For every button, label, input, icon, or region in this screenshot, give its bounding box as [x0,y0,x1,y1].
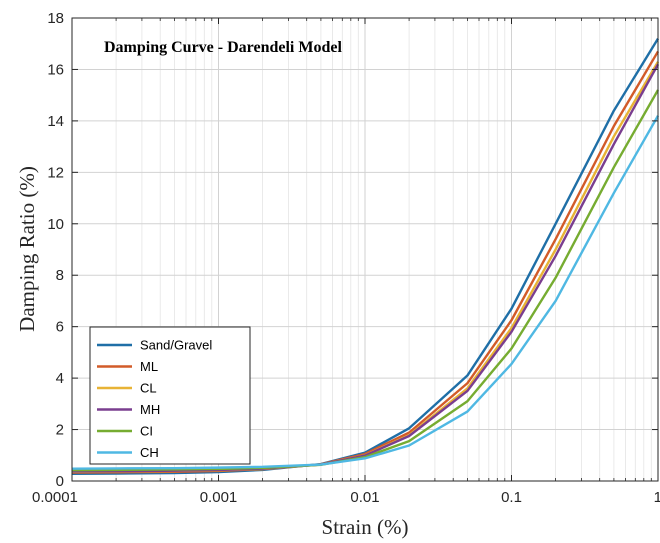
minor-gridlines [115,18,652,481]
y-tick-label: 6 [56,319,64,336]
y-tick-label: 12 [47,164,64,181]
x-tick-label: 0.1 [501,489,522,506]
legend: Sand/Gravel ML CL MH CI CH [89,326,251,465]
chart-title: Damping Curve - Darendeli Model [104,39,342,56]
y-tick-label: 18 [47,10,64,27]
x-tick-label: 0.0001 [32,489,78,506]
legend-label: CL [140,381,157,396]
legend-label: CH [140,445,159,460]
x-tick-labels: 0.0001 0.001 0.01 0.1 1 [32,489,660,506]
x-tick-label: 0.01 [350,489,379,506]
y-axis-title: Damping Ratio (%) [15,166,39,332]
y-tick-label: 10 [47,216,64,233]
series-line-ch [71,115,660,470]
y-tick-label: 8 [56,267,64,284]
legend-label: ML [140,359,158,374]
y-tick-label: 14 [47,113,64,130]
x-tick-label: 0.001 [200,489,238,506]
y-tick-label: 0 [56,473,64,490]
series-line-mh [71,63,660,473]
legend-box [89,326,251,465]
series-lines [71,37,660,475]
axis-ticks [71,17,659,482]
x-tick-label: 1 [654,489,660,506]
y-tick-labels: 0 2 4 6 8 10 12 14 16 18 [47,10,64,490]
y-tick-label: 16 [47,61,64,78]
legend-label: Sand/Gravel [140,338,212,353]
y-tick-label: 2 [56,422,64,439]
legend-label: MH [140,402,160,417]
series-line-ci [71,89,660,472]
y-tick-label: 4 [56,370,64,387]
legend-label: CI [140,424,153,439]
x-axis-title: Strain (%) [322,515,409,539]
